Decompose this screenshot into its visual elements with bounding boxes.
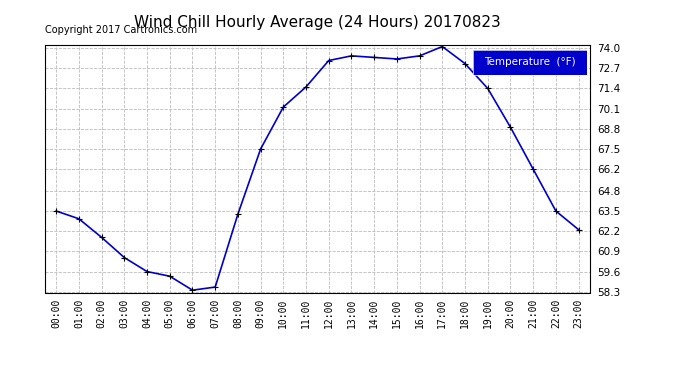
- Text: Copyright 2017 Cartronics.com: Copyright 2017 Cartronics.com: [45, 25, 197, 35]
- Text: Wind Chill Hourly Average (24 Hours) 20170823: Wind Chill Hourly Average (24 Hours) 201…: [134, 15, 501, 30]
